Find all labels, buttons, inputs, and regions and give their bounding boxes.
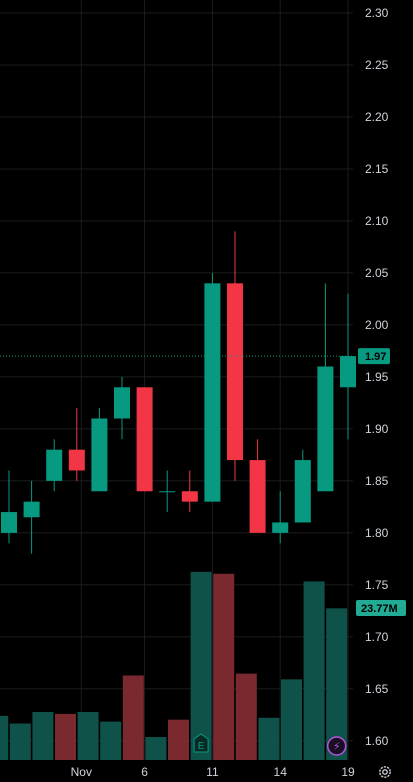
candle-body — [317, 366, 334, 492]
candle-body — [181, 491, 198, 502]
volume-bar — [100, 721, 122, 760]
x-tick-label: 11 — [206, 765, 219, 779]
volume-bar — [145, 736, 167, 760]
candle-body — [23, 501, 40, 518]
volume-bar — [32, 712, 54, 760]
candle-body — [272, 522, 289, 533]
x-tick-label: 6 — [141, 765, 148, 779]
volume-bar — [258, 717, 280, 760]
candle-body — [1, 512, 17, 533]
y-tick-label: 2.15 — [365, 162, 389, 176]
volume-bar — [0, 715, 9, 760]
volume-bar — [190, 571, 212, 760]
candle-body — [159, 491, 176, 493]
y-tick-label: 2.10 — [365, 214, 389, 228]
x-tick-label: 19 — [341, 765, 355, 779]
last-volume-label: 23.77M — [361, 603, 398, 615]
y-tick-label: 2.20 — [365, 110, 389, 124]
volume-bar — [77, 712, 99, 760]
candle-body — [114, 387, 130, 419]
candle-body — [136, 387, 153, 492]
lightning-icon[interactable] — [326, 736, 347, 756]
y-tick-label: 2.30 — [365, 6, 389, 20]
volume-bar — [326, 608, 348, 760]
y-tick-label: 2.25 — [365, 58, 389, 72]
last-price-label: 1.97 — [365, 351, 386, 363]
x-tick-label: Nov — [71, 765, 92, 779]
candle-body — [249, 460, 266, 533]
y-tick-label: 1.60 — [365, 734, 389, 748]
candle-body — [340, 356, 356, 388]
y-tick-label: 1.80 — [365, 526, 389, 540]
candle-body — [68, 449, 85, 471]
earnings-marker[interactable] — [193, 733, 209, 753]
x-tick-label: 14 — [274, 765, 288, 779]
candle-body — [204, 283, 221, 502]
candle-body — [46, 449, 63, 481]
volume-bar — [122, 675, 144, 760]
volume-bar — [303, 581, 325, 760]
candle-body — [227, 283, 243, 461]
volume-bar — [168, 719, 189, 760]
volume-bar — [9, 723, 31, 760]
candle-body — [91, 418, 108, 492]
y-tick-label: 2.00 — [365, 318, 389, 332]
y-tick-label: 1.75 — [365, 578, 389, 592]
last-volume-badge — [356, 600, 406, 616]
volume-bar — [281, 679, 302, 760]
volume-bar — [235, 673, 257, 760]
y-tick-label: 1.95 — [365, 370, 389, 384]
y-tick-label: 1.70 — [365, 630, 389, 644]
y-tick-label: 1.65 — [365, 682, 389, 696]
earnings-marker-label: E — [198, 741, 205, 752]
lightning-marker-label: ⚡ — [333, 740, 341, 753]
volume-bar — [55, 713, 76, 760]
candle-body — [294, 460, 311, 523]
y-tick-label: 1.90 — [365, 422, 389, 436]
y-tick-label: 1.85 — [365, 474, 389, 488]
y-tick-label: 2.05 — [365, 266, 389, 280]
gear-icon[interactable] — [376, 764, 394, 780]
last-price-badge — [358, 348, 390, 365]
volume-bar — [213, 573, 235, 760]
